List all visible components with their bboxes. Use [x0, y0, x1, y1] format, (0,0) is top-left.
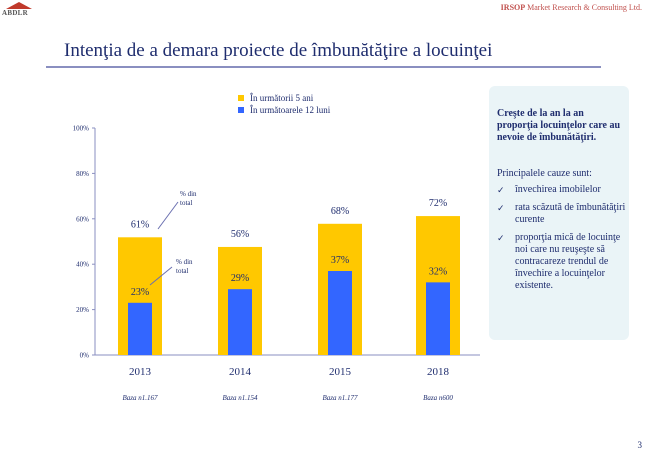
legend-label: În următoarele 12 luni — [250, 105, 331, 115]
bar-label-5-years: 68% — [331, 206, 349, 217]
logo-text: ABDLR — [2, 9, 29, 17]
legend-swatch-blue — [238, 107, 244, 113]
info-subhead: Principalele cauze sunt: — [497, 168, 592, 179]
sample-base-label: Baza n1.154 — [223, 394, 259, 402]
brand-header: IRSOP Market Research & Consulting Ltd. — [501, 3, 642, 12]
cause-text: învechirea imobilelor — [515, 184, 601, 195]
bar-label-5-years: 72% — [429, 198, 447, 209]
y-tick-label: 80% — [76, 170, 89, 178]
legend-label: În următorii 5 ani — [250, 93, 314, 103]
brand-name: IRSOP — [500, 3, 526, 12]
y-tick-label: 40% — [76, 261, 89, 269]
bar-label-12-months: 29% — [231, 273, 249, 284]
page-number: 3 — [637, 440, 643, 450]
bar-label-12-months: 23% — [131, 287, 149, 298]
house-roof-icon — [6, 2, 32, 9]
bar-12-months — [128, 302, 152, 355]
title-divider — [46, 66, 601, 68]
cause-text: rata scăzută de îmbunătăţiri curente — [515, 202, 626, 225]
info-box: Creşte de la an la an proporţia locuinţe… — [489, 86, 629, 340]
list-item: ✓ proporţia mică de locuinţe noi care nu … — [497, 232, 627, 292]
legend-item-5-years: În următorii 5 ani — [238, 92, 330, 104]
category-label: 2013 — [129, 366, 152, 378]
category-label: 2015 — [329, 366, 352, 378]
annotation-leader-line — [157, 201, 179, 230]
check-icon: ✓ — [497, 233, 505, 243]
slide-title: Intenţia de a demara proiecte de îmbunăt… — [64, 40, 493, 61]
brand-tagline: Market Research & Consulting Ltd. — [525, 3, 642, 12]
legend-swatch-yellow — [238, 95, 244, 101]
info-headline: Creşte de la an la an proporţia locuinţe… — [497, 108, 621, 143]
chart-legend: În următorii 5 ani În următoarele 12 lun… — [238, 92, 330, 116]
y-tick-label: 60% — [76, 215, 89, 223]
bar-label-5-years: 61% — [131, 219, 149, 230]
abdlr-logo: ABDLR — [2, 2, 36, 22]
sample-base-label: Baza n1.177 — [323, 394, 359, 402]
sample-base-label: Baza n600 — [423, 394, 453, 402]
cause-text: proporţia mică de locuinţe noi care nu r… — [515, 232, 621, 291]
bar-12-months — [426, 282, 450, 355]
y-tick-label: 0% — [80, 352, 90, 360]
check-icon: ✓ — [497, 185, 505, 195]
legend-item-12-months: În următoarele 12 luni — [238, 104, 330, 116]
list-item: ✓ învechirea imobilelor — [497, 184, 627, 196]
category-label: 2014 — [229, 366, 252, 378]
annotation-text: % din total — [180, 190, 197, 207]
y-tick-label: 100% — [73, 125, 90, 133]
causes-list: ✓ învechirea imobilelor ✓ rata scăzută de … — [497, 184, 627, 298]
y-tick-label: 20% — [76, 306, 89, 314]
list-item: ✓ rata scăzută de îmbunătăţiri curente — [497, 202, 627, 226]
annotation-text: % din total — [176, 258, 193, 275]
bar-label-12-months: 32% — [429, 266, 447, 277]
bar-label-12-months: 37% — [331, 255, 349, 266]
bar-12-months — [228, 289, 252, 355]
sample-base-label: Baza n1.167 — [123, 394, 159, 402]
annotation-leader-line — [149, 266, 173, 286]
check-icon: ✓ — [497, 203, 505, 213]
bar-label-5-years: 56% — [231, 229, 249, 240]
category-label: 2018 — [427, 366, 450, 378]
bar-12-months — [328, 271, 352, 355]
